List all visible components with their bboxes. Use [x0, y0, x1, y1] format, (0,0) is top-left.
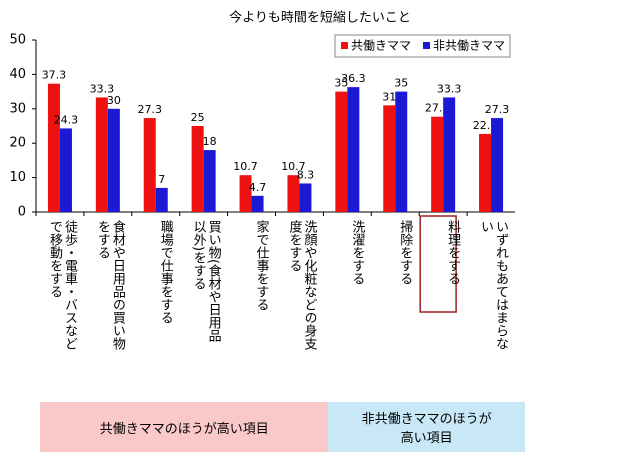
- y-tick-label: 30: [9, 101, 26, 116]
- bar: [383, 105, 396, 212]
- bar: [191, 126, 204, 212]
- bar: [107, 108, 120, 212]
- value-label: 10.7: [233, 160, 258, 173]
- x-tick-label: 職場で仕事をする: [157, 220, 173, 324]
- value-label: 24.3: [54, 113, 79, 126]
- bar: [239, 175, 252, 212]
- legend-box: [334, 34, 511, 58]
- x-tick-label: 家で仕事をする: [253, 220, 269, 311]
- bar: [335, 91, 348, 212]
- bar: [479, 133, 492, 212]
- y-tick-label: 0: [18, 205, 26, 220]
- group-box: 共働きママのほうが高い項目: [40, 402, 329, 452]
- y-tick-label: 40: [9, 67, 26, 82]
- legend-swatch: [341, 42, 348, 49]
- legend-label: 非共働きママ: [433, 39, 505, 53]
- value-label: 18: [203, 135, 217, 148]
- x-tick-label: 洗濯をする: [349, 220, 365, 285]
- group-box: 非共働きママのほうが高い項目: [328, 402, 525, 452]
- highlight-box: [419, 215, 457, 313]
- bar: [155, 187, 168, 212]
- bar: [59, 128, 72, 212]
- x-tick-label: 食材や日用品の買い物をする: [94, 220, 125, 350]
- bar: [47, 83, 60, 212]
- value-label: 30: [107, 94, 121, 107]
- value-label: 33.3: [90, 82, 115, 95]
- x-tick-label: 洗顔や化粧などの身支度をする: [286, 220, 317, 350]
- x-tick-label: 料理をする: [445, 220, 461, 285]
- bar: [95, 97, 108, 212]
- value-label: 7: [158, 173, 165, 186]
- value-label: 35: [394, 77, 408, 90]
- bar: [395, 91, 408, 212]
- legend-swatch: [423, 42, 430, 49]
- bar: [203, 150, 216, 212]
- group-label: 共働きママのほうが高い項目: [99, 421, 269, 437]
- value-label: 8.3: [297, 168, 315, 181]
- legend-label: 共働きママ: [351, 39, 411, 53]
- value-label: 27.3: [138, 103, 163, 116]
- y-tick-label: 50: [9, 33, 26, 48]
- value-label: 35: [334, 77, 348, 90]
- bar: [251, 195, 264, 212]
- y-tick-label: 20: [9, 136, 26, 151]
- value-label: 31: [382, 90, 396, 103]
- value-label: 36.3: [341, 72, 366, 85]
- value-label: 37.3: [42, 69, 67, 82]
- x-tick-label: 買い物(食材や日用品以外)をする: [190, 220, 221, 343]
- value-label: 27.3: [485, 103, 510, 116]
- x-tick-label: いずれもあてはまらない: [478, 220, 509, 350]
- value-label: 4.7: [249, 181, 267, 194]
- bar: [287, 175, 300, 212]
- bar: [347, 87, 360, 212]
- bar: [431, 116, 444, 212]
- bar: [299, 183, 312, 212]
- bar: [143, 118, 156, 212]
- y-tick-label: 10: [9, 170, 26, 185]
- x-tick-label: 掃除をする: [397, 220, 413, 285]
- value-label: 25: [191, 111, 205, 124]
- bar: [491, 118, 504, 212]
- chart-title: 今よりも時間を短縮したいこと: [229, 10, 411, 26]
- value-label: 10.7: [281, 160, 306, 173]
- x-tick-label: 徒歩・電車・バスなどで移動をする: [46, 220, 77, 350]
- bar: [443, 97, 456, 212]
- value-label: 33.3: [437, 82, 462, 95]
- group-label: 非共働きママのほうが高い項目: [361, 412, 492, 446]
